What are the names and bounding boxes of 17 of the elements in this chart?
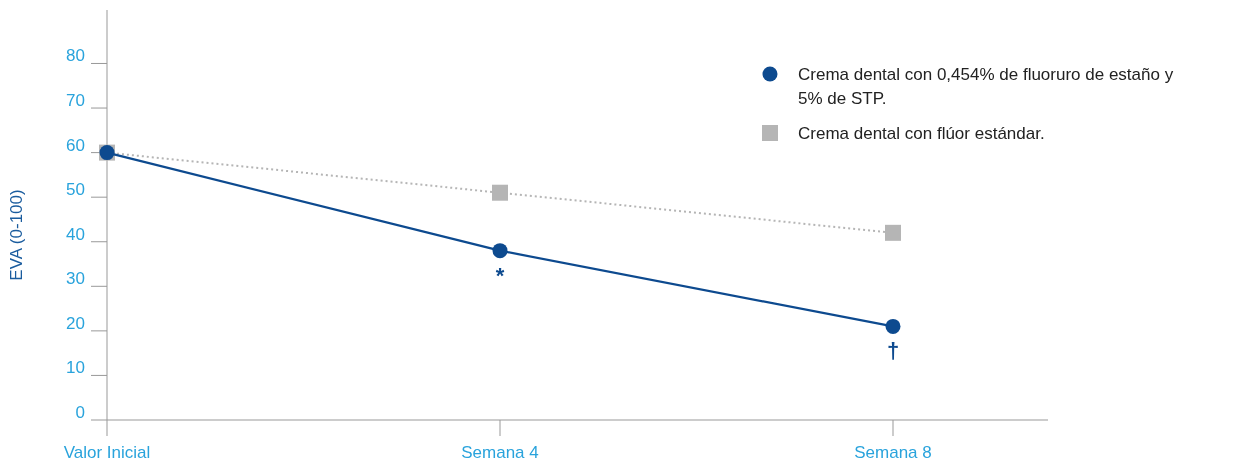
x-tick-label: Semana 8 — [854, 443, 932, 462]
y-axis-title: EVA (0-100) — [7, 189, 26, 281]
annotation: † — [886, 338, 900, 364]
y-tick-label: 70 — [66, 91, 85, 111]
y-tick-label: 50 — [66, 180, 85, 200]
y-tick-label: 30 — [66, 269, 85, 289]
y-tick-label: 60 — [66, 135, 85, 155]
y-tick-label: 40 — [66, 224, 85, 244]
annotation: * — [495, 262, 505, 288]
y-tick-label: 10 — [66, 358, 85, 378]
y-tick-label: 20 — [66, 313, 85, 333]
x-tick-label: Valor Inicial — [63, 443, 151, 462]
legend-label: Crema dental con flúor estándar. — [798, 124, 1045, 143]
legend-label: Crema dental con 0,454% de fluoruro de estaño y 5% de STP. — [798, 65, 1174, 108]
x-tick-label: Semana 4 — [461, 443, 539, 462]
y-tick-label: 80 — [66, 46, 85, 66]
y-tick-label: 0 — [75, 403, 85, 422]
